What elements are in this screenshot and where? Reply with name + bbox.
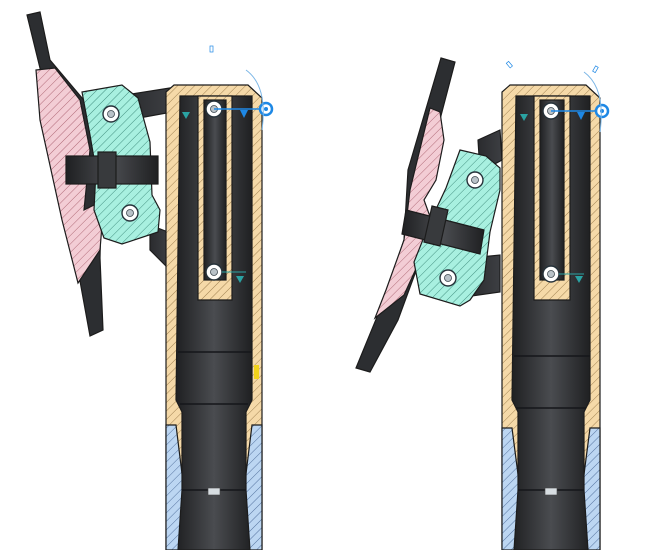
inner-tube	[175, 95, 253, 550]
bottom-clip	[544, 487, 558, 496]
dimension-arrow	[575, 276, 583, 283]
dimension-arrow	[182, 112, 190, 119]
section-view-right	[355, 57, 610, 550]
constraint-marker	[254, 365, 259, 379]
lower-bracket-pin[interactable]	[439, 269, 457, 287]
selection-handle-dot	[264, 107, 268, 111]
rotation-guide-arc	[583, 71, 602, 133]
selection-arrow	[240, 110, 248, 118]
selection-arrow	[577, 112, 585, 120]
section-view-left	[26, 11, 274, 550]
origin-marker	[209, 45, 214, 53]
slide-slot	[539, 99, 565, 281]
origin-marker	[505, 60, 513, 69]
rotation-guide-arc	[245, 69, 264, 131]
lower-bracket-pin[interactable]	[121, 204, 139, 222]
dimension-arrow	[520, 114, 528, 121]
origin-marker	[592, 65, 599, 74]
dimension-arrow	[236, 276, 244, 283]
bottom-clip	[207, 487, 221, 496]
selection-handle-dot	[600, 109, 604, 113]
upper-bracket-pin[interactable]	[466, 171, 484, 189]
bottom-slide-pin[interactable]	[542, 265, 560, 283]
slide-slot	[203, 99, 227, 281]
bottom-slide-pin[interactable]	[205, 263, 223, 281]
axle-cap	[97, 151, 117, 189]
upper-bracket-pin[interactable]	[102, 105, 120, 123]
axle-cap	[423, 205, 449, 247]
